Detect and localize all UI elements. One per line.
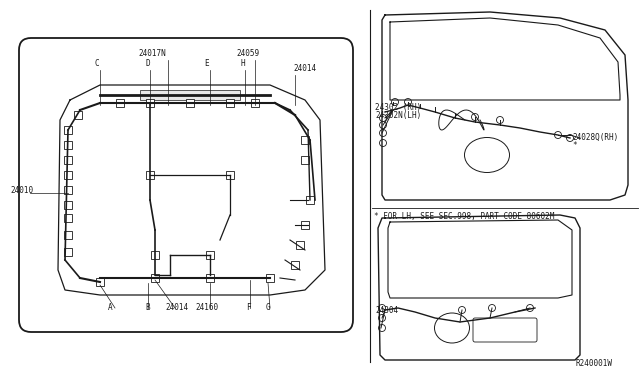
Circle shape [566,135,573,141]
Text: 24017N: 24017N [138,49,166,58]
Text: R240001W: R240001W [575,359,612,368]
Circle shape [554,131,561,138]
Text: D: D [146,59,150,68]
Text: 24302N(LH): 24302N(LH) [375,111,421,120]
Bar [301,221,309,229]
Text: 24059: 24059 [236,49,260,58]
Text: 24014: 24014 [165,303,188,312]
Bar [146,171,154,179]
Bar [306,196,314,204]
Bar [291,261,299,269]
Text: F: F [246,303,250,312]
Circle shape [392,99,399,106]
Circle shape [458,307,465,314]
Bar [151,274,159,282]
Text: 24302 (RH): 24302 (RH) [375,103,421,112]
Bar [64,156,72,164]
Bar [64,248,72,256]
Bar [266,274,274,282]
Bar [64,126,72,134]
Bar [146,99,154,107]
Bar [296,241,304,249]
Bar [140,90,240,100]
Circle shape [378,305,385,311]
Circle shape [380,129,387,137]
Bar [64,231,72,239]
Text: A: A [108,303,112,312]
Circle shape [527,305,534,311]
Bar [64,201,72,209]
Circle shape [380,122,387,128]
Text: 24028Q(RH): 24028Q(RH) [572,133,618,142]
Circle shape [472,113,479,121]
Text: 24304: 24304 [375,306,398,315]
Circle shape [404,99,412,106]
Bar [64,186,72,194]
Text: *: * [572,141,577,150]
Bar [186,99,194,107]
Text: 24160: 24160 [195,303,218,312]
Text: B: B [146,303,150,312]
Circle shape [378,324,385,331]
Text: * FOR LH, SEE SEC.998, PART CODE 80602M: * FOR LH, SEE SEC.998, PART CODE 80602M [374,212,554,221]
Bar [64,141,72,149]
Bar [74,111,82,119]
Text: G: G [266,303,270,312]
Circle shape [380,115,387,122]
Bar [206,251,214,259]
Circle shape [497,116,504,124]
Circle shape [380,140,387,147]
Bar [251,99,259,107]
Text: E: E [205,59,209,68]
Bar [226,171,234,179]
Bar [96,278,104,286]
Bar [116,99,124,107]
Circle shape [488,305,495,311]
Circle shape [378,314,385,321]
Text: H: H [241,59,245,68]
Text: 24010: 24010 [10,186,33,195]
Bar [206,274,214,282]
Bar [226,99,234,107]
Bar [64,171,72,179]
Bar [64,214,72,222]
Text: C: C [95,59,99,68]
Bar [151,251,159,259]
Bar [301,136,309,144]
Bar [301,156,309,164]
Text: 24014: 24014 [293,64,316,73]
